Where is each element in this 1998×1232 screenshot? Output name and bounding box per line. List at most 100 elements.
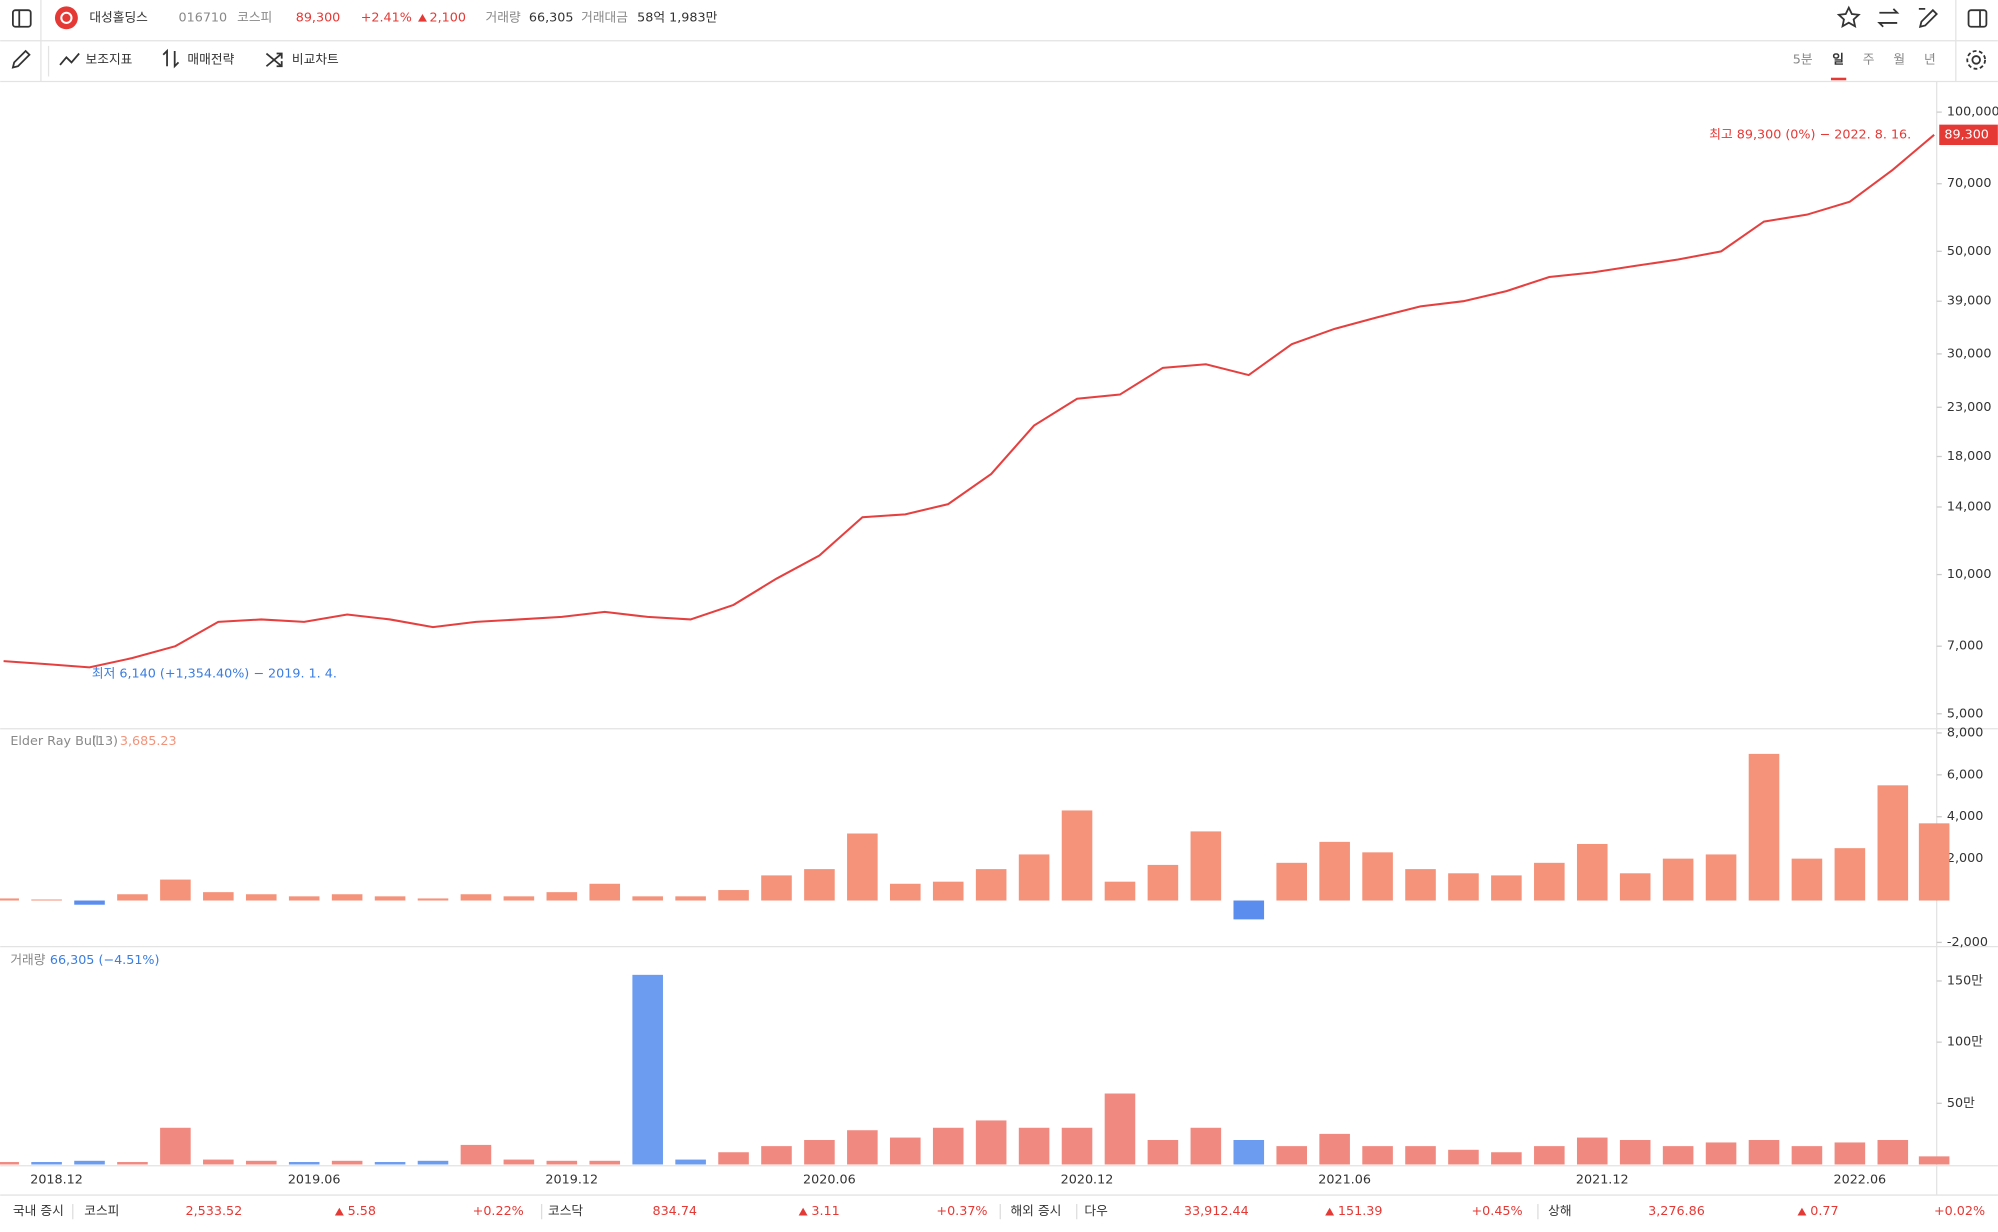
index-name: 코스피	[84, 1204, 119, 1219]
volume-bar	[932, 1127, 964, 1165]
period-tab[interactable]: 주	[1863, 52, 1875, 67]
elder-bar	[932, 881, 964, 901]
index-value: 33,912.44	[1184, 1204, 1249, 1219]
toolbar-button[interactable]: 보조지표	[86, 52, 133, 67]
volume-bar	[1448, 1149, 1479, 1165]
elder-bar	[1319, 841, 1350, 901]
elder-bar	[1791, 858, 1823, 901]
y-tick-label: 100,000	[1947, 105, 1998, 120]
amount-label: 거래대금	[581, 10, 628, 25]
settings-icon[interactable]	[1971, 55, 1981, 65]
index-rate: +0.37%	[936, 1204, 987, 1219]
elder-bar	[890, 883, 921, 901]
elder-bar	[1448, 873, 1479, 901]
elder-bar	[1061, 810, 1093, 901]
elder-bar	[1918, 823, 1950, 901]
period-tab[interactable]: 5분	[1793, 52, 1813, 67]
volume-bar	[1748, 1140, 1780, 1165]
elder-bar	[804, 869, 835, 901]
elder-bar	[1362, 852, 1393, 901]
y-tick-label: 14,000	[1947, 499, 1992, 514]
y-tick-label: 50만	[1947, 1096, 1975, 1111]
star-icon[interactable]	[1836, 5, 1861, 29]
period-tab[interactable]: 월	[1893, 52, 1905, 67]
period-tab[interactable]: 년	[1924, 52, 1936, 67]
elder-bar	[1619, 873, 1651, 901]
volume-bar	[1147, 1140, 1179, 1165]
compare-icon[interactable]	[265, 52, 283, 68]
elder-bar	[160, 879, 191, 901]
elder-bar	[632, 896, 663, 901]
elder-bar	[1233, 900, 1265, 920]
index-value: 3,276.86	[1648, 1204, 1705, 1219]
swap-icon[interactable]	[1877, 8, 1900, 28]
volume-bar	[632, 974, 663, 1165]
elder-bar	[117, 894, 148, 901]
elder-bar	[203, 892, 234, 901]
amount: 58억 1,983만	[637, 10, 717, 25]
index-value: 834.74	[652, 1204, 697, 1219]
y-tick-label: 7,000	[1947, 639, 1983, 654]
volume-panel-name: 거래량	[10, 953, 45, 968]
volume-bar	[288, 1162, 320, 1165]
elder-bar	[1147, 864, 1179, 901]
elder-bar	[1534, 862, 1565, 901]
indicator-icon[interactable]	[59, 52, 80, 66]
icons	[11, 5, 1988, 70]
stock-code: 016710	[179, 10, 228, 25]
volume-bar	[1190, 1127, 1222, 1165]
period-tab[interactable]: 일	[1832, 52, 1844, 67]
volume-bar	[1104, 1093, 1136, 1165]
sidebar-icon[interactable]	[11, 9, 32, 28]
volume-bar	[1705, 1142, 1737, 1165]
index-change: 151.39	[1338, 1204, 1383, 1219]
toolbar-button[interactable]: 비교차트	[292, 52, 339, 67]
volume-bar	[1918, 1156, 1950, 1165]
y-tick-label: 4,000	[1947, 809, 1983, 824]
y-tick-label: 30,000	[1947, 346, 1992, 361]
elder-bar	[245, 894, 277, 901]
draw-icon[interactable]	[11, 49, 31, 69]
x-tick-label: 2018.12	[30, 1172, 83, 1187]
up-arrow	[1797, 1207, 1807, 1216]
elder-bar	[1705, 854, 1737, 901]
x-tick-label: 2019.06	[288, 1172, 341, 1187]
elder-bar	[1405, 869, 1436, 901]
volume-bar	[804, 1140, 835, 1165]
rate: +2.41%	[361, 10, 412, 25]
volume-bar	[1319, 1133, 1350, 1165]
elder-bar	[503, 896, 535, 901]
price: 89,300	[296, 10, 341, 25]
index-name: 다우	[1084, 1204, 1108, 1219]
strategy-icon[interactable]	[162, 48, 180, 69]
elder-bar	[1576, 843, 1608, 901]
index-change: 3.11	[811, 1204, 839, 1219]
volume-bar	[1791, 1146, 1823, 1165]
volume-bar	[460, 1144, 492, 1165]
volume-bar	[847, 1130, 878, 1165]
y-tick-label: 150만	[1947, 973, 1983, 988]
price-tag	[1939, 124, 1998, 146]
y-tick-label: 5,000	[1947, 706, 1983, 721]
volume-bar	[761, 1146, 792, 1165]
y-tick-label: -2,000	[1947, 935, 1988, 950]
high-annotation: 최고 89,300 (0%) − 2022. 8. 16.	[1709, 128, 1911, 143]
toolbar-button[interactable]: 매매전략	[187, 52, 234, 67]
volume-bar	[331, 1160, 363, 1165]
elder-bar	[417, 898, 449, 901]
index-name: 상해	[1548, 1204, 1571, 1219]
volume-bar	[203, 1159, 234, 1165]
y-tick-label: 18,000	[1947, 449, 1992, 464]
panel-icon[interactable]	[1967, 9, 1988, 28]
volume-bar	[1662, 1146, 1694, 1165]
volume-bar	[890, 1137, 921, 1165]
market: 코스피	[237, 10, 272, 25]
volume-bar	[1491, 1152, 1522, 1165]
volume-bar	[160, 1127, 191, 1165]
elder-bar	[675, 896, 706, 901]
volume-bar	[417, 1160, 449, 1165]
elder-bar	[374, 896, 406, 901]
edit-icon[interactable]	[1918, 8, 1938, 28]
x-tick-label: 2022.06	[1833, 1172, 1886, 1187]
